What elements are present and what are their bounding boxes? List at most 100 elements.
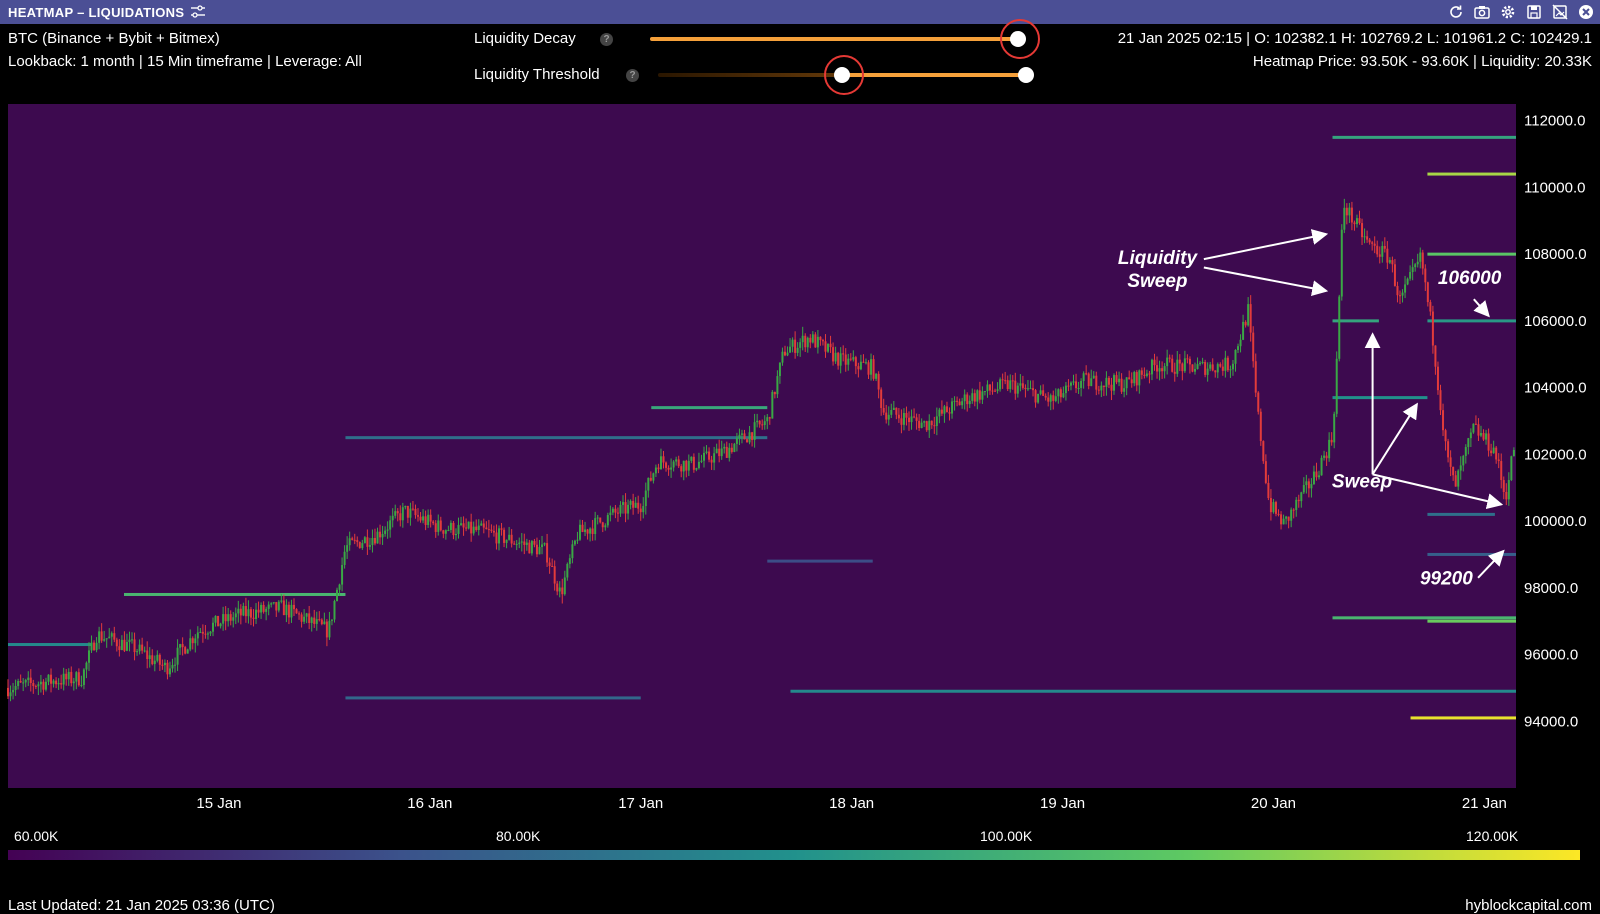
x-tick-label: 21 Jan [1462,795,1507,812]
decay-slider-knob[interactable] [1010,31,1026,47]
candle-body [406,505,409,518]
brand-label[interactable]: hyblockcapital.com [1465,897,1592,914]
candle-body [596,517,599,519]
candle-body [148,655,151,660]
x-tick-label: 18 Jan [829,795,874,812]
candle-body [525,542,528,545]
candle-body [1254,361,1257,393]
candle-body [677,459,680,467]
candle-body [1130,379,1133,384]
candle-body [1252,332,1255,362]
heatmap-chart[interactable]: Liquidity Sweep 106000 Sweep 99200 15 Jan 16 … [0,104,1600,820]
candle-body [1092,375,1095,379]
candle-body [1444,430,1447,442]
candle-body [1442,410,1445,431]
candle-body [401,507,404,521]
settings-summary: Lookback: 1 month | 15 Min timeframe | L… [8,53,362,70]
candle-body [22,682,25,684]
candle-body [120,639,123,650]
candle-body [1199,362,1202,365]
candle-body [1378,254,1381,257]
candle-body [746,439,749,443]
candle-body [1077,387,1080,389]
candle-body [627,504,630,514]
candle-body [328,620,331,638]
candle-body [958,401,961,406]
candle-body [1221,366,1224,371]
candle-body [1512,449,1515,457]
candle-body [136,651,139,653]
refresh-icon[interactable] [1448,4,1464,20]
sliders-icon[interactable] [190,4,206,20]
candle-body [986,384,989,392]
candle-body [700,460,703,462]
candle-body [637,502,640,509]
decay-help-icon[interactable]: ? [600,33,613,46]
y-tick-label: 100000.0 [1524,513,1587,530]
candle-body [361,543,364,549]
candle-body [1067,385,1070,387]
decay-slider-track[interactable] [650,37,1018,41]
close-icon[interactable] [1578,4,1594,20]
candle-body [1231,363,1234,370]
candle-body [834,352,837,362]
candle-body [52,680,55,684]
candle-body [252,617,255,619]
x-tick-label: 16 Jan [407,795,452,812]
candle-body [262,604,265,612]
candle-body [199,631,202,633]
candle-body [346,545,349,552]
candle-body [548,562,551,566]
candle-body [477,525,480,531]
candle-body [310,617,313,623]
candle-body [900,418,903,425]
candle-body [591,528,594,535]
liquidity-level [1427,252,1516,256]
candle-body [811,334,814,343]
candle-body [670,467,673,470]
colorbar-label-80k: 80.00K [496,828,541,844]
candle-body [1032,388,1035,391]
save-icon[interactable] [1526,4,1542,20]
candle-body [214,615,217,623]
candle-body [1110,384,1113,391]
hide-image-icon[interactable] [1552,4,1568,20]
candle-body [24,679,27,683]
candle-body [763,421,766,426]
candle-body [1426,282,1429,303]
camera-icon[interactable] [1474,4,1490,20]
candle-body [227,614,230,622]
candle-body [1297,499,1300,502]
candle-body [50,674,53,684]
candle-body [887,414,890,420]
candle-body [65,673,68,680]
candle-body [513,543,516,545]
candle-body [1388,260,1391,263]
candle-body [781,351,784,363]
candle-body [1376,245,1379,255]
candle-body [1419,252,1422,262]
candle-body [1436,366,1439,391]
candle-body [1224,357,1227,371]
threshold-high-knob[interactable] [1018,67,1034,83]
threshold-help-icon[interactable]: ? [626,69,639,82]
candle-body [447,529,450,531]
candle-body [457,524,460,534]
candle-body [277,601,280,611]
candle-body [196,632,199,639]
candle-body [128,639,131,643]
candle-body [1447,441,1450,458]
candle-body [320,619,323,625]
candle-body [1507,480,1510,500]
candle-body [1274,502,1277,514]
gear-icon[interactable] [1500,4,1516,20]
candle-body [535,544,538,555]
candle-body [1333,413,1336,443]
candle-body [108,636,111,639]
candle-body [948,412,951,414]
threshold-low-knob[interactable] [834,67,850,83]
candle-body [1350,207,1353,223]
candle-body [1280,514,1283,525]
candle-body [14,685,17,690]
candle-body [1057,389,1060,397]
